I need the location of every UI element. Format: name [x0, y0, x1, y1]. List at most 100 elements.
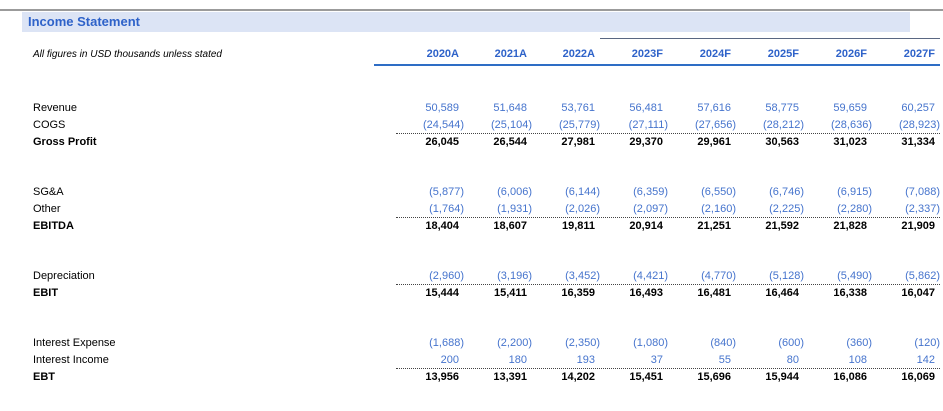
cell[interactable]: (25,104) — [491, 119, 532, 131]
cell[interactable]: 193 — [576, 354, 595, 366]
cell[interactable]: (600) — [778, 337, 804, 349]
row-label[interactable]: Other — [33, 203, 61, 215]
cell[interactable]: (3,196) — [497, 270, 532, 282]
cell[interactable]: 16,069 — [901, 371, 935, 383]
row-label[interactable]: Revenue — [33, 102, 78, 114]
cell[interactable]: (6,006) — [497, 186, 532, 198]
cell[interactable]: (4,421) — [633, 270, 668, 282]
cell[interactable]: (27,656) — [695, 119, 736, 131]
cell[interactable]: 14,202 — [561, 371, 595, 383]
row-label[interactable]: Depreciation — [33, 270, 95, 282]
cell[interactable]: 21,828 — [833, 220, 867, 232]
cell[interactable]: (6,915) — [837, 186, 872, 198]
cell[interactable]: 16,359 — [561, 287, 595, 299]
cell[interactable]: (6,359) — [633, 186, 668, 198]
cell[interactable]: (28,636) — [831, 119, 872, 131]
cell[interactable]: (120) — [914, 337, 940, 349]
column-header-2027f[interactable]: 2027F — [903, 48, 935, 60]
cell[interactable]: 80 — [786, 354, 799, 366]
cell[interactable]: 16,086 — [833, 371, 867, 383]
cell[interactable]: (2,097) — [633, 203, 668, 215]
row-label[interactable]: SG&A — [33, 186, 64, 198]
cell[interactable]: 15,451 — [629, 371, 663, 383]
cell[interactable]: (840) — [710, 337, 736, 349]
cell[interactable]: 18,607 — [493, 220, 527, 232]
cell[interactable]: 27,981 — [561, 136, 595, 148]
cell[interactable]: (2,200) — [497, 337, 532, 349]
cell[interactable]: (1,931) — [497, 203, 532, 215]
cell[interactable]: (2,350) — [565, 337, 600, 349]
cell[interactable]: (28,923) — [899, 119, 940, 131]
cell[interactable]: 31,023 — [833, 136, 867, 148]
cell[interactable]: 30,563 — [765, 136, 799, 148]
cell[interactable]: 16,464 — [765, 287, 799, 299]
column-header-2024f[interactable]: 2024F — [699, 48, 731, 60]
cell[interactable]: (1,764) — [429, 203, 464, 215]
cell[interactable]: 18,404 — [425, 220, 459, 232]
cell[interactable]: 21,592 — [765, 220, 799, 232]
row-label[interactable]: Gross Profit — [33, 136, 97, 148]
cell[interactable]: 53,761 — [561, 102, 595, 114]
cell[interactable]: (5,490) — [837, 270, 872, 282]
cell[interactable]: (5,128) — [769, 270, 804, 282]
cell[interactable]: (2,337) — [905, 203, 940, 215]
cell[interactable]: (3,452) — [565, 270, 600, 282]
cell[interactable]: 29,370 — [629, 136, 663, 148]
cell[interactable]: 16,481 — [697, 287, 731, 299]
cell[interactable]: 180 — [508, 354, 527, 366]
cell[interactable]: 15,411 — [493, 287, 527, 299]
cell[interactable]: (6,144) — [565, 186, 600, 198]
cell[interactable]: 50,589 — [425, 102, 459, 114]
cell[interactable]: 26,045 — [425, 136, 459, 148]
cell[interactable]: 15,696 — [697, 371, 731, 383]
cell[interactable]: 60,257 — [901, 102, 935, 114]
cell[interactable]: (2,160) — [701, 203, 736, 215]
cell[interactable]: 55 — [718, 354, 731, 366]
cell[interactable]: 57,616 — [697, 102, 731, 114]
cell[interactable]: 58,775 — [765, 102, 799, 114]
cell[interactable]: (7,088) — [905, 186, 940, 198]
cell[interactable]: 13,956 — [425, 371, 459, 383]
cell[interactable]: (27,111) — [628, 119, 668, 131]
cell[interactable]: (6,746) — [769, 186, 804, 198]
cell[interactable]: (2,026) — [565, 203, 600, 215]
column-header-2020a[interactable]: 2020A — [426, 48, 459, 60]
cell[interactable]: (2,280) — [837, 203, 872, 215]
cell[interactable]: (1,080) — [633, 337, 668, 349]
cell[interactable]: 29,961 — [697, 136, 731, 148]
column-header-2022a[interactable]: 2022A — [562, 48, 595, 60]
cell[interactable]: 16,047 — [901, 287, 935, 299]
row-label[interactable]: EBT — [33, 371, 55, 383]
column-header-2021a[interactable]: 2021A — [494, 48, 527, 60]
cell[interactable]: 13,391 — [493, 371, 527, 383]
cell[interactable]: 19,811 — [561, 220, 595, 232]
cell[interactable]: (28,212) — [763, 119, 804, 131]
cell[interactable]: 142 — [916, 354, 935, 366]
row-label[interactable]: EBITDA — [33, 220, 74, 232]
row-label[interactable]: Interest Expense — [33, 337, 116, 349]
cell[interactable]: 31,334 — [901, 136, 935, 148]
cell[interactable]: (4,770) — [701, 270, 736, 282]
column-header-2023f[interactable]: 2023F — [631, 48, 663, 60]
cell[interactable]: 16,338 — [833, 287, 867, 299]
cell[interactable]: (2,225) — [769, 203, 804, 215]
cell[interactable]: (6,550) — [701, 186, 736, 198]
cell[interactable]: 16,493 — [629, 287, 663, 299]
cell[interactable]: (24,544) — [423, 119, 464, 131]
cell[interactable]: 59,659 — [833, 102, 867, 114]
cell[interactable]: 108 — [848, 354, 867, 366]
cell[interactable]: 26,544 — [493, 136, 527, 148]
cell[interactable]: 200 — [440, 354, 459, 366]
cell[interactable]: (360) — [846, 337, 872, 349]
row-label[interactable]: Interest Income — [33, 354, 109, 366]
cell[interactable]: 21,251 — [697, 220, 731, 232]
cell[interactable]: (5,877) — [429, 186, 464, 198]
cell[interactable]: 15,944 — [765, 371, 799, 383]
column-header-2026f[interactable]: 2026F — [835, 48, 867, 60]
cell[interactable]: (25,779) — [559, 119, 600, 131]
cell[interactable]: 56,481 — [629, 102, 663, 114]
row-label[interactable]: COGS — [33, 119, 66, 131]
column-header-2025f[interactable]: 2025F — [767, 48, 799, 60]
cell[interactable]: (5,862) — [905, 270, 940, 282]
cell[interactable]: 37 — [650, 354, 663, 366]
